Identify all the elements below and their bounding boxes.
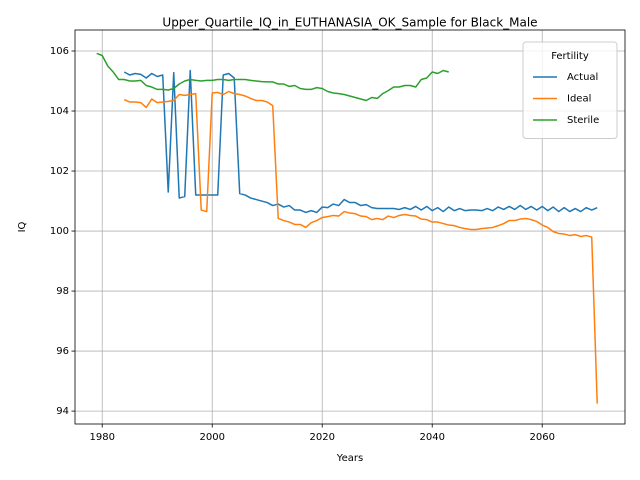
x-axis-label: Years [336,453,363,464]
legend-label: Actual [567,72,598,83]
y-tick-label: 96 [56,346,69,357]
y-tick-label: 102 [50,166,69,177]
legend-title: Fertility [551,51,589,62]
x-tick-label: 2000 [199,432,224,443]
y-tick-label: 104 [50,106,69,117]
legend-label: Ideal [567,94,591,105]
chart-title: Upper_Quartile_IQ_in_EUTHANASIA_OK_Sampl… [162,16,537,30]
data-line [123,69,598,214]
x-tick-label: 2040 [419,432,444,443]
y-axis-label: IQ [17,221,28,232]
plot-frame [74,29,626,425]
y-tick-label: 94 [56,406,69,417]
data-line [96,52,449,102]
data-line [123,90,598,404]
legend-label: Sterile [567,115,599,126]
y-tick-label: 98 [56,286,69,297]
legend-box [522,41,618,139]
y-tick-label: 100 [50,226,69,237]
x-tick-label: 2060 [529,432,554,443]
x-tick-label: 2020 [309,432,334,443]
x-tick-label: 1980 [89,432,114,443]
y-tick-label: 106 [50,46,69,57]
